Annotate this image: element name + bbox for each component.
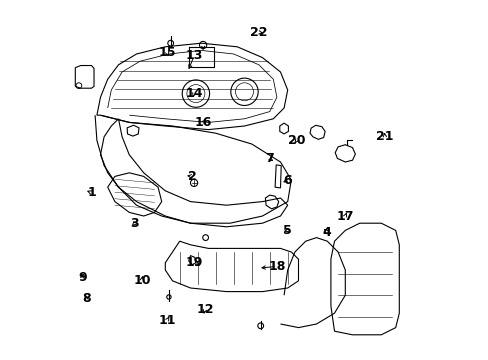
Text: 12: 12: [196, 303, 213, 316]
Text: 14: 14: [185, 87, 203, 100]
Text: 15: 15: [158, 46, 176, 59]
Text: 19: 19: [185, 256, 203, 269]
Text: 9: 9: [78, 271, 87, 284]
Text: 8: 8: [81, 292, 90, 305]
Text: 4: 4: [322, 226, 331, 239]
Text: 13: 13: [185, 49, 203, 62]
Text: 20: 20: [287, 134, 305, 147]
Text: 11: 11: [158, 314, 176, 327]
Text: 17: 17: [336, 210, 353, 222]
Text: 6: 6: [283, 174, 291, 186]
Text: 7: 7: [265, 152, 273, 165]
Text: 10: 10: [133, 274, 150, 287]
Text: 1: 1: [87, 186, 96, 199]
Text: 22: 22: [250, 26, 267, 39]
Text: 18: 18: [267, 260, 285, 273]
Text: 2: 2: [187, 170, 196, 183]
Text: 16: 16: [194, 116, 211, 129]
Text: 21: 21: [375, 130, 393, 143]
Text: 3: 3: [130, 217, 139, 230]
Text: 5: 5: [283, 224, 291, 237]
FancyArrowPatch shape: [201, 46, 204, 49]
